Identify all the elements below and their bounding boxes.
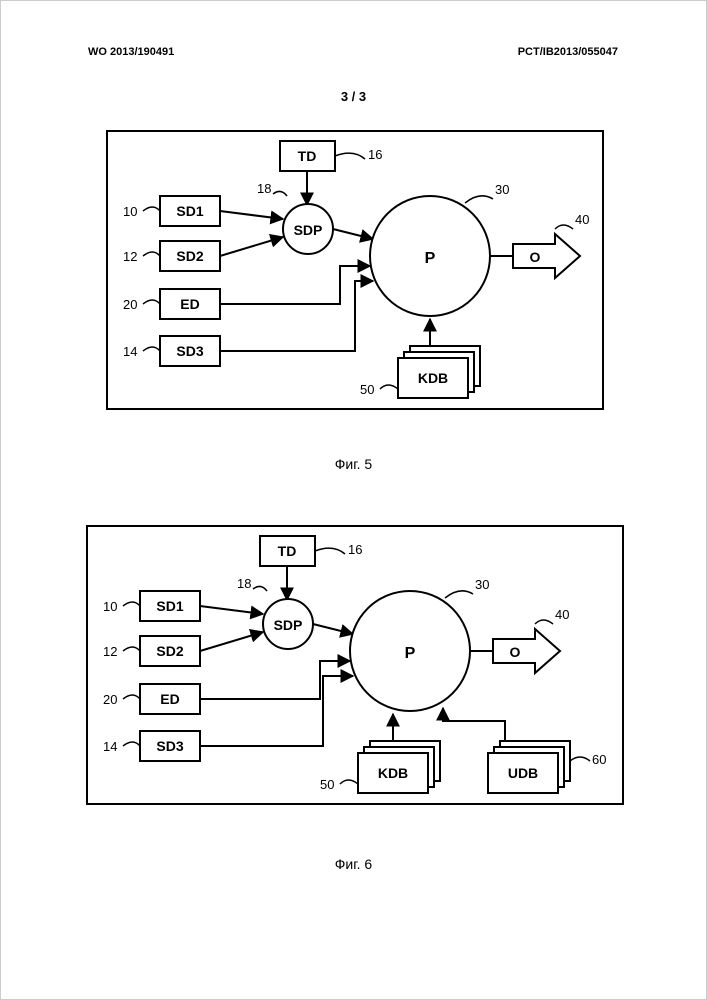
label-ed: ED — [160, 691, 179, 707]
label-sd2: SD2 — [156, 643, 183, 659]
header-right: PCT/IB2013/055047 — [518, 46, 618, 58]
label-sd1: SD1 — [176, 203, 203, 219]
label-o: O — [530, 249, 541, 265]
block-sd1: SD1 — [160, 196, 220, 226]
ref-18: 18 — [237, 576, 251, 591]
patent-page: WO 2013/190491 PCT/IB2013/055047 3 / 3 T… — [0, 0, 707, 1000]
label-sdp: SDP — [274, 617, 303, 633]
block-sdp: SDP — [263, 599, 313, 649]
page-counter: 3 / 3 — [1, 89, 706, 104]
block-ed: ED — [140, 684, 200, 714]
block-sd3: SD3 — [140, 731, 200, 761]
ref-20: 20 — [123, 297, 137, 312]
block-udb: UDB — [488, 741, 570, 793]
header-left: WO 2013/190491 — [88, 46, 174, 58]
ref-30: 30 — [495, 182, 509, 197]
figure-5: TD 16 SD1 10 SD2 12 SDP 18 — [105, 111, 605, 451]
block-sd1: SD1 — [140, 591, 200, 621]
label-sd3: SD3 — [156, 738, 183, 754]
block-o-arrow: O — [493, 629, 560, 673]
label-td: TD — [298, 148, 317, 164]
label-ed: ED — [180, 296, 199, 312]
label-sd2: SD2 — [176, 248, 203, 264]
ref-18: 18 — [257, 181, 271, 196]
ref-10: 10 — [103, 599, 117, 614]
label-p: P — [405, 645, 416, 662]
ref-12: 12 — [123, 249, 137, 264]
caption-fig5: Фиг. 5 — [1, 456, 706, 472]
ref-30: 30 — [475, 577, 489, 592]
ref-14: 14 — [103, 739, 117, 754]
ref-16: 16 — [348, 542, 362, 557]
ref-50: 50 — [360, 382, 374, 397]
label-kdb: KDB — [418, 370, 448, 386]
block-p: P — [370, 196, 490, 316]
ref-14: 14 — [123, 344, 137, 359]
label-udb: UDB — [508, 765, 538, 781]
ref-16: 16 — [368, 147, 382, 162]
caption-fig6: Фиг. 6 — [1, 856, 706, 872]
figure-6: TD 16 SD1 10 SD2 12 SDP 18 E — [85, 506, 625, 846]
block-sd3: SD3 — [160, 336, 220, 366]
label-p: P — [425, 250, 436, 267]
block-sdp: SDP — [283, 204, 333, 254]
block-sd2: SD2 — [160, 241, 220, 271]
block-kdb: KDB — [398, 346, 480, 398]
ref-20: 20 — [103, 692, 117, 707]
block-ed: ED — [160, 289, 220, 319]
block-td: TD — [260, 536, 315, 566]
label-kdb: KDB — [378, 765, 408, 781]
block-sd2: SD2 — [140, 636, 200, 666]
block-p: P — [350, 591, 470, 711]
block-o-arrow: O — [513, 234, 580, 278]
ref-60: 60 — [592, 752, 606, 767]
label-sd3: SD3 — [176, 343, 203, 359]
ref-40: 40 — [575, 212, 589, 227]
label-sdp: SDP — [294, 222, 323, 238]
block-td: TD — [280, 141, 335, 171]
block-kdb: KDB — [358, 741, 440, 793]
label-o: O — [510, 644, 521, 660]
ref-12: 12 — [103, 644, 117, 659]
label-sd1: SD1 — [156, 598, 183, 614]
ref-50: 50 — [320, 777, 334, 792]
ref-10: 10 — [123, 204, 137, 219]
ref-40: 40 — [555, 607, 569, 622]
label-td: TD — [278, 543, 297, 559]
